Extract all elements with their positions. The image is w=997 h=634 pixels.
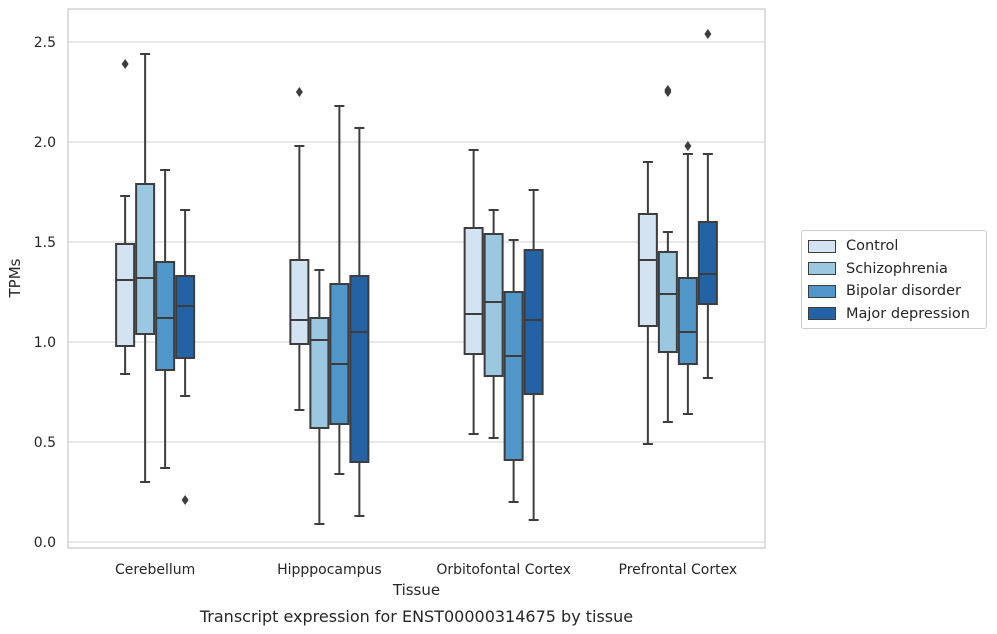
box-iqr (523, 249, 544, 395)
box-iqr (135, 183, 156, 335)
x-axis-label: Tissue (392, 581, 440, 599)
box-control (115, 59, 136, 375)
box-control (289, 87, 310, 411)
box-iqr (309, 317, 330, 429)
legend-label: Control (846, 238, 899, 255)
legend-label: Bipolar disorder (846, 283, 961, 300)
legend-swatch (808, 239, 836, 253)
y-tick-labels: 0.0 0.5 1.0 1.5 2.0 2.5 (34, 35, 56, 551)
box-major-depression (349, 127, 370, 517)
boxes (115, 29, 718, 525)
y-tick-label: 1.0 (34, 335, 56, 351)
legend: Control Schizophrenia Bipolar disorder Majo… (801, 230, 987, 329)
plot-area-frame (67, 8, 766, 549)
y-axis-label: TPMs (6, 258, 24, 298)
box-iqr (697, 221, 718, 305)
box-major-depression (175, 209, 196, 505)
legend-swatch (808, 307, 836, 321)
box-schizophrenia (135, 53, 156, 483)
box-major-depression (523, 189, 544, 521)
legend-label: Schizophrenia (846, 260, 948, 277)
outlier-point (684, 141, 692, 151)
box-iqr (657, 251, 678, 353)
x-tick-labels: Cerebellum Hipppocampus Orbitofontal Corte… (115, 562, 737, 578)
y-tick-label: 0.5 (34, 435, 56, 451)
box-bipolar-disorder (503, 239, 524, 503)
box-iqr (677, 277, 698, 365)
box-iqr (637, 213, 658, 327)
box-iqr (329, 283, 350, 425)
legend-item: Bipolar disorder (808, 280, 980, 303)
legend-item: Schizophrenia (808, 258, 980, 281)
y-tick-label: 2.0 (34, 135, 56, 151)
outlier-point (121, 59, 129, 69)
box-iqr (155, 261, 176, 371)
box-bipolar-disorder (677, 141, 698, 415)
y-tick-label: 0.0 (34, 535, 56, 551)
x-tick-label: Prefrontal Cortex (619, 562, 738, 578)
box-iqr (349, 275, 370, 463)
box-schizophrenia (657, 85, 678, 423)
outlier-point (664, 85, 672, 95)
box-control (637, 161, 658, 445)
box-bipolar-disorder (329, 105, 350, 475)
x-tick-label: Hipppocampus (277, 562, 382, 578)
box-schizophrenia (483, 209, 504, 439)
box-iqr (483, 233, 504, 377)
box-iqr (175, 275, 196, 359)
box-control (463, 149, 484, 435)
y-tick-label: 2.5 (34, 35, 56, 51)
chart-caption: Transcript expression for ENST0000031467… (199, 607, 633, 626)
legend-label: Major depression (846, 305, 970, 322)
box-major-depression (697, 29, 718, 379)
legend-swatch (808, 262, 836, 276)
box-iqr (503, 291, 524, 461)
legend-item: Control (808, 235, 980, 258)
x-tick-label: Orbitofontal Cortex (436, 562, 571, 578)
x-tick-label: Cerebellum (115, 562, 195, 578)
box-bipolar-disorder (155, 169, 176, 469)
box-iqr (289, 259, 310, 345)
box-iqr (463, 227, 484, 355)
outlier-point (295, 87, 303, 97)
outlier-point (704, 29, 712, 39)
legend-swatch (808, 284, 836, 298)
box-iqr (115, 243, 136, 347)
outlier-point (181, 495, 189, 505)
legend-item: Major depression (808, 303, 980, 326)
box-schizophrenia (309, 269, 330, 525)
y-tick-label: 1.5 (34, 235, 56, 251)
